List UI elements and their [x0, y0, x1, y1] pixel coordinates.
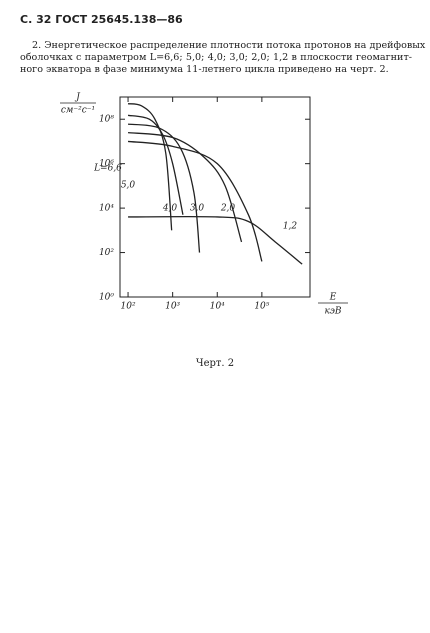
curve-label: 1,2: [283, 222, 298, 232]
y-tick-label: 10⁴: [99, 204, 114, 214]
curve: [127, 131, 243, 243]
figure-caption: Черт. 2: [195, 358, 235, 369]
page-header: С. 32 ГОСТ 25645.138—86: [20, 13, 183, 26]
y-label-numerator: J: [74, 93, 81, 103]
x-tick-label: 10⁵: [254, 302, 269, 312]
x-label-numerator: E: [329, 293, 337, 303]
y-label-denominator: см⁻²с⁻¹: [61, 106, 95, 116]
curve: [128, 215, 303, 265]
y-tick-label: 10⁸: [99, 115, 114, 125]
chart: J см⁻²с⁻¹ E кэВ 10² 10³ 10⁴ 10⁵ 10⁰ 10² 10⁴ 10⁶…: [60, 93, 348, 317]
plot-frame: [119, 96, 311, 298]
curve-label: L=6,6: [93, 164, 122, 174]
x-tick-label: 10³: [165, 302, 180, 312]
curve: [127, 140, 263, 262]
curve: [127, 114, 184, 215]
curve-label: 3,0: [190, 204, 205, 214]
paragraph-line: 2. Энергетическое распределение плотност…: [32, 40, 426, 51]
curve-label: 5,0: [121, 181, 136, 191]
y-tick-label: 10⁰: [99, 293, 114, 303]
curve-label: 2,0: [220, 204, 236, 214]
x-tick-label: 10⁴: [210, 302, 225, 312]
curve-label: 4,0: [162, 204, 178, 214]
x-label-denominator: кэВ: [324, 307, 341, 317]
y-tick-label: 10²: [99, 248, 114, 258]
y-tick-label: 10⁶: [99, 159, 114, 169]
x-tick-label: 10²: [121, 302, 136, 312]
paragraph-line: ного экватора в фазе минимума 11-летнего…: [20, 64, 389, 75]
paragraph-line: оболочках с параметром L=6,6; 5,0; 4,0; …: [20, 52, 412, 63]
curve: [127, 103, 173, 231]
paragraph: 2. Энергетическое распределение плотност…: [20, 40, 426, 76]
